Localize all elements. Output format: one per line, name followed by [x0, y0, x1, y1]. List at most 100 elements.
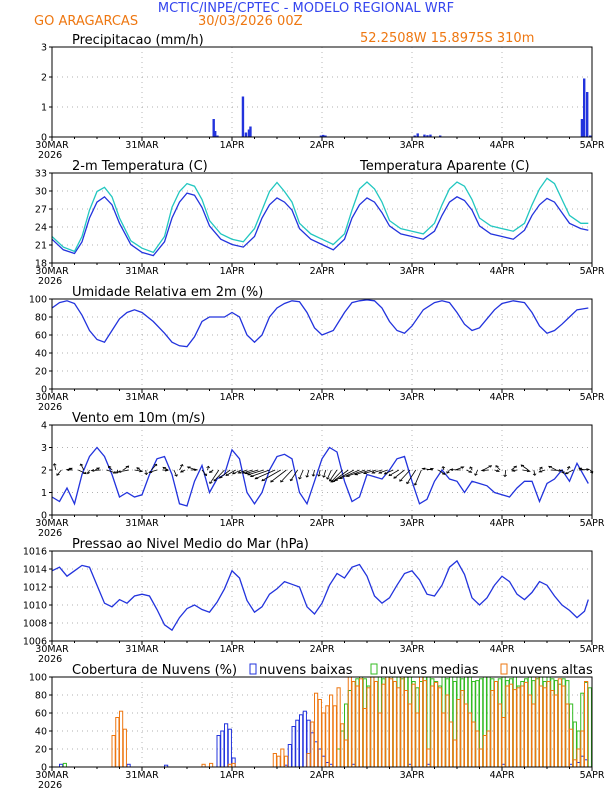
rh-ytick-label: 20 — [35, 367, 47, 378]
temp-xtick-label: 4APR — [490, 266, 515, 277]
cloud-bar-nuvens-altas — [276, 755, 281, 768]
precip-xtick-label: 2APR — [310, 140, 335, 151]
wind-arrowhead — [520, 464, 525, 467]
cloud-bar-nuvens-altas — [415, 712, 420, 768]
wind-ytick-label: 1 — [41, 488, 47, 499]
precip-bar — [423, 134, 426, 137]
wind-arrow — [242, 469, 253, 474]
precip-bar — [322, 134, 325, 137]
wind-arrow — [363, 469, 377, 474]
cloud-bar-nuvens-altas — [512, 689, 517, 768]
pressure-ytick-label: 1006 — [23, 637, 47, 648]
wind-arrowhead — [213, 479, 217, 482]
cloud-bar-nuvens-altas — [336, 687, 341, 768]
wind-arrowhead — [393, 476, 397, 479]
wind-arrowhead — [305, 475, 309, 478]
cloud-bar-nuvens-baixas — [216, 735, 221, 768]
wind-arrowhead — [474, 473, 478, 476]
rh-ytick-label: 80 — [35, 313, 47, 324]
wind-arrow — [378, 469, 388, 474]
cloud-bar-nuvens-altas — [576, 748, 581, 768]
wind-arrowhead — [90, 469, 95, 472]
cloud-bar-nuvens-altas — [520, 685, 525, 768]
wind-arrow — [207, 466, 209, 471]
wind-arrowhead — [270, 480, 274, 483]
pressure-panel — [49, 550, 593, 645]
wind-arrow — [520, 464, 529, 471]
wind-ytick-label: 2 — [41, 466, 47, 477]
wind-arrowhead — [244, 471, 249, 475]
wind-arrow — [565, 469, 574, 475]
cloud-bar-nuvens-altas — [407, 703, 412, 768]
wind-arrowhead — [399, 479, 403, 482]
cloud-bar-nuvens-altas — [381, 683, 386, 768]
precip-panel — [49, 46, 593, 141]
wind-arrowhead — [446, 471, 450, 474]
temp-ytick-label: 21 — [35, 241, 47, 252]
wind-arrowhead — [174, 474, 178, 477]
pressure-year-label: 2026 — [38, 654, 62, 665]
cloud-bar-nuvens-altas — [366, 687, 371, 768]
clouds-title: Cobertura de Nuvens (%) — [72, 663, 237, 678]
precip-bar — [583, 78, 586, 137]
rh-ytick-label: 100 — [29, 295, 47, 306]
pressure-xtick-label: 3APR — [400, 644, 425, 655]
wind-arrow — [108, 465, 113, 471]
cloud-bar-nuvens-altas — [422, 680, 427, 768]
wind-arrow — [261, 469, 281, 482]
wind-arrowhead — [241, 471, 246, 474]
cloud-bar-nuvens-altas — [494, 681, 499, 768]
wind-arrow — [414, 469, 422, 486]
rh-xtick-label: 31MAR — [125, 392, 159, 403]
wind-arrowhead — [460, 466, 465, 469]
precip-bar — [429, 134, 432, 137]
cloud-bar-nuvens-altas — [505, 685, 510, 768]
wind-arrow — [238, 469, 248, 474]
clouds-ytick-label: 60 — [35, 709, 47, 720]
wind-arrowhead — [209, 470, 213, 473]
cloud-legend-swatch — [370, 663, 378, 675]
header-coords: 52.2508W 15.8975S 310m — [360, 31, 534, 46]
pressure-xtick-label: 5APR — [580, 644, 605, 655]
cloud-bar-nuvens-altas — [546, 681, 551, 768]
wind-arrowhead — [561, 471, 565, 474]
wind-arrowhead — [203, 473, 208, 477]
wind-arrowhead — [237, 471, 242, 474]
wind-arrowhead — [413, 483, 418, 486]
cloud-bar-nuvens-altas — [340, 723, 345, 768]
cloud-bar-nuvens-altas — [501, 717, 506, 768]
cloud-bar-nuvens-altas — [396, 687, 401, 768]
wind-arrowhead — [488, 465, 493, 468]
wind-arrowhead — [532, 473, 537, 476]
wind-arrowhead — [298, 476, 302, 480]
precip-bar — [216, 135, 219, 137]
cloud-bar-nuvens-altas — [115, 717, 120, 768]
clouds-xtick-label: 31MAR — [125, 770, 159, 781]
cloud-bar-nuvens-altas — [310, 721, 315, 768]
wind-arrowhead — [56, 473, 60, 476]
header-location: GO ARAGARCAS — [34, 14, 138, 29]
cloud-bar-nuvens-altas — [111, 735, 116, 768]
cloud-bar-nuvens-altas — [441, 712, 446, 768]
wind-xtick-label: 30MAR — [35, 518, 69, 529]
wind-arrowhead — [354, 472, 359, 476]
wind-xtick-label: 31MAR — [125, 518, 159, 529]
cloud-bar-nuvens-baixas — [287, 744, 292, 768]
wind-arrow — [312, 469, 315, 477]
temp-title: 2-m Temperatura (C) — [72, 159, 208, 174]
pressure-xtick-label: 2APR — [310, 644, 335, 655]
wind-arrowhead — [179, 470, 184, 473]
wind-arrow — [438, 469, 446, 475]
wind-arrowhead — [496, 469, 500, 472]
temp-ytick-label: 24 — [35, 223, 47, 234]
temp-panel — [49, 172, 593, 267]
wind-arrow — [346, 469, 366, 477]
cloud-bar-nuvens-altas — [456, 699, 461, 768]
wind-arrow — [149, 469, 158, 473]
clouds-xtick-label: 2APR — [310, 770, 335, 781]
cloud-bar-nuvens-altas — [524, 681, 529, 768]
cloud-bar-nuvens-medias — [62, 762, 67, 768]
wind-xtick-label: 4APR — [490, 518, 515, 529]
cloud-bar-nuvens-altas — [490, 690, 495, 768]
wind-arrowhead — [328, 479, 333, 482]
